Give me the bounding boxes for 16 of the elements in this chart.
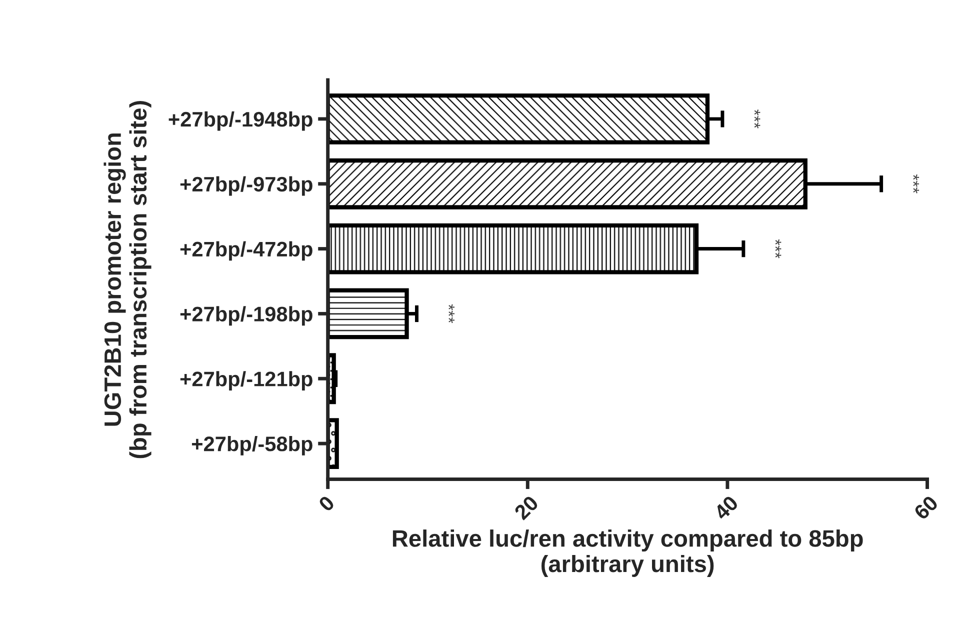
y-axis-title: UGT2B10 promoter region (bp from transcription start site) xyxy=(104,101,152,458)
y-tick-label: +27bp/-58bp xyxy=(192,436,312,456)
y-tick-label: +27bp/-472bp xyxy=(180,241,312,261)
y-tick-label: +27bp/-198bp xyxy=(180,306,312,326)
y-tick-label: +27bp/-121bp xyxy=(180,371,312,390)
annotation: *** xyxy=(775,239,782,258)
x-axis-title: Relative luc/ren activity compared to 85bp (arbitrary units) xyxy=(392,530,863,577)
x-tick-label: 20 xyxy=(513,494,540,521)
x-tick-label: 40 xyxy=(713,494,739,521)
y-tick-label: +27bp/-973bp xyxy=(180,176,312,196)
annotation: *** xyxy=(448,304,454,324)
y-tick-label: +27bp/-1948bp xyxy=(168,111,312,131)
x-tick-label: 60 xyxy=(913,494,939,521)
x-tick-label: 0 xyxy=(318,494,336,512)
annotation: *** xyxy=(754,109,760,128)
annotation: *** xyxy=(913,174,920,194)
